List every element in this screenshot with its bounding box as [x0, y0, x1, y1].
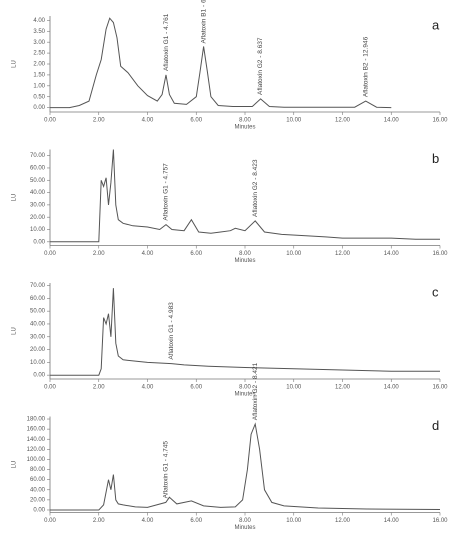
peak-annotation: Aflatoxin B1 - 6.306: [200, 0, 207, 44]
y-tick-label: 160.00: [27, 427, 46, 433]
y-tick-label: 50.00: [30, 178, 46, 184]
chromatogram-line: [50, 288, 440, 376]
y-tick-label: 0.00: [33, 508, 45, 514]
x-tick-label: 16.00: [432, 518, 448, 524]
y-tick-label: 70.00: [30, 153, 46, 159]
x-tick-label: 0.00: [44, 118, 56, 124]
x-tick-label: 2.00: [93, 518, 105, 524]
y-tick-label: 1.50: [33, 72, 45, 78]
peak-annotation: Aflatoxin B2 - 12.946: [362, 36, 369, 97]
y-tick-label: 2.50: [33, 51, 45, 57]
x-tick-label: 12.00: [335, 385, 351, 391]
peak-annotation: Aflatoxin G2 - 8.421: [252, 362, 259, 420]
y-tick-label: 20.00: [30, 497, 46, 503]
chromatogram-line: [50, 149, 440, 243]
y-tick-label: 40.00: [30, 190, 46, 196]
x-tick-label: 0.00: [44, 251, 56, 257]
x-tick-label: 14.00: [384, 251, 400, 257]
x-axis-label: Minutes: [234, 525, 255, 531]
x-tick-label: 2.00: [93, 385, 105, 391]
x-tick-label: 14.00: [384, 118, 400, 124]
x-tick-label: 10.00: [286, 118, 302, 124]
chromatogram-line: [50, 17, 392, 109]
y-tick-label: 3.00: [33, 40, 45, 46]
x-tick-label: 4.00: [142, 118, 154, 124]
y-tick-label: 4.00: [33, 18, 45, 24]
y-tick-label: 1.00: [33, 83, 45, 89]
y-tick-label: 60.00: [30, 166, 46, 172]
y-tick-label: 40.00: [30, 322, 46, 328]
peak-annotation: Aflatoxin G1 - 4.983: [168, 302, 175, 360]
y-tick-label: 40.00: [30, 487, 46, 493]
panel-letter: a: [432, 17, 440, 32]
x-tick-label: 6.00: [190, 385, 202, 391]
y-tick-label: 3.50: [33, 29, 45, 35]
x-axis-label: Minutes: [234, 125, 255, 131]
x-tick-label: 6.00: [190, 251, 202, 257]
y-tick-label: 60.00: [30, 296, 46, 302]
y-tick-label: 10.00: [30, 360, 46, 366]
y-tick-label: 30.00: [30, 334, 46, 340]
x-axis-label: Minutes: [234, 392, 255, 398]
peak-annotation: Aflatoxin G1 - 4.761: [163, 13, 170, 71]
chromatogram-line: [50, 422, 441, 511]
panel-letter: b: [432, 151, 439, 166]
x-tick-label: 4.00: [142, 385, 154, 391]
y-tick-label: 0.00: [33, 105, 45, 111]
peak-annotation: Aflatoxin G1 - 4.757: [163, 163, 170, 221]
x-tick-label: 10.00: [286, 385, 302, 391]
x-tick-label: 4.00: [142, 518, 154, 524]
x-tick-label: 0.00: [44, 518, 56, 524]
y-axis-label: LU: [12, 60, 18, 68]
x-tick-label: 16.00: [432, 118, 448, 124]
x-tick-label: 14.00: [384, 518, 400, 524]
x-tick-label: 2.00: [93, 118, 105, 124]
y-tick-label: 0.00: [33, 239, 45, 245]
y-tick-label: 10.00: [30, 227, 46, 233]
peak-annotation: Aflatoxin G2 - 8.423: [252, 159, 259, 217]
x-tick-label: 14.00: [384, 385, 400, 391]
y-tick-label: 20.00: [30, 347, 46, 353]
y-tick-label: 60.00: [30, 477, 46, 483]
x-tick-label: 12.00: [335, 251, 351, 257]
x-tick-label: 12.00: [335, 518, 351, 524]
x-tick-label: 0.00: [44, 385, 56, 391]
x-tick-label: 10.00: [286, 518, 302, 524]
x-tick-label: 4.00: [142, 251, 154, 257]
y-tick-label: 30.00: [30, 202, 46, 208]
x-tick-label: 16.00: [432, 251, 448, 257]
x-tick-label: 6.00: [190, 118, 202, 124]
peak-annotation: Aflatoxin G2 - 8.637: [257, 37, 264, 95]
y-tick-label: 70.00: [30, 283, 46, 289]
y-axis-label: LU: [12, 461, 18, 469]
y-tick-label: 180.00: [27, 417, 46, 423]
x-axis-label: Minutes: [234, 258, 255, 264]
x-tick-label: 16.00: [432, 385, 448, 391]
y-tick-label: 140.00: [27, 437, 46, 443]
x-tick-label: 8.00: [239, 118, 251, 124]
x-tick-label: 12.00: [335, 118, 351, 124]
y-tick-label: 50.00: [30, 309, 46, 315]
x-tick-label: 10.00: [286, 251, 302, 257]
y-axis-label: LU: [12, 194, 18, 202]
x-tick-label: 8.00: [239, 251, 251, 257]
y-tick-label: 2.00: [33, 62, 45, 68]
panel-letter: d: [432, 418, 439, 433]
y-tick-label: 0.00: [33, 373, 45, 379]
x-tick-label: 2.00: [93, 251, 105, 257]
y-tick-label: 0.50: [33, 94, 45, 100]
x-tick-label: 8.00: [239, 385, 251, 391]
panel-letter: c: [432, 284, 439, 299]
y-tick-label: 20.00: [30, 215, 46, 221]
y-axis-label: LU: [12, 327, 18, 335]
peak-annotation: Aflatoxin G1 - 4.745: [162, 441, 169, 499]
y-tick-label: 120.00: [27, 447, 46, 453]
x-tick-label: 8.00: [239, 518, 251, 524]
y-tick-label: 80.00: [30, 467, 46, 473]
x-tick-label: 6.00: [190, 518, 202, 524]
y-tick-label: 100.00: [27, 457, 46, 463]
